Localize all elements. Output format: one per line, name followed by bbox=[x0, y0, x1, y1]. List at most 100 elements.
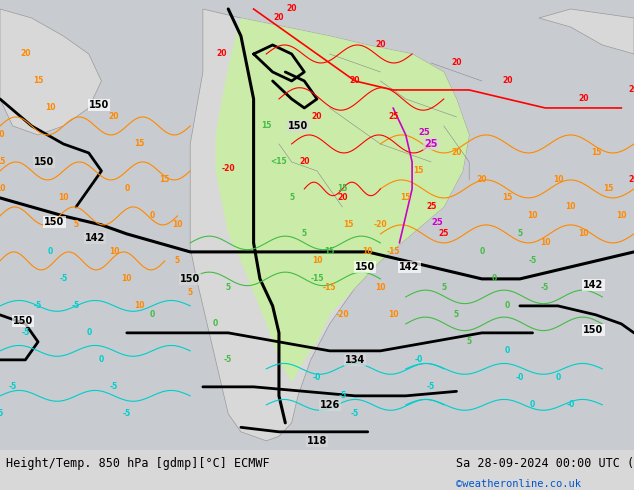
Text: -5: -5 bbox=[0, 409, 4, 418]
Text: 10: 10 bbox=[109, 247, 119, 256]
Text: 20: 20 bbox=[274, 14, 284, 23]
Text: 15: 15 bbox=[604, 184, 614, 194]
Text: -0: -0 bbox=[515, 373, 524, 382]
Text: 0: 0 bbox=[492, 274, 497, 283]
Text: 142: 142 bbox=[399, 262, 420, 272]
Text: 150: 150 bbox=[13, 316, 33, 326]
Text: -15: -15 bbox=[386, 247, 400, 256]
Polygon shape bbox=[539, 9, 634, 54]
Text: 15: 15 bbox=[337, 184, 347, 194]
Text: 10: 10 bbox=[58, 194, 68, 202]
Polygon shape bbox=[190, 9, 469, 441]
Text: 134: 134 bbox=[345, 355, 365, 365]
Text: 0: 0 bbox=[555, 373, 560, 382]
Text: Height/Temp. 850 hPa [gdmp][°C] ECMWF: Height/Temp. 850 hPa [gdmp][°C] ECMWF bbox=[6, 457, 270, 470]
Text: 20: 20 bbox=[217, 49, 227, 58]
Text: 10: 10 bbox=[172, 220, 183, 229]
Text: 15: 15 bbox=[134, 140, 145, 148]
Text: 5: 5 bbox=[226, 283, 231, 293]
Text: 10: 10 bbox=[375, 283, 385, 293]
Text: 20: 20 bbox=[350, 76, 360, 85]
Text: 10: 10 bbox=[566, 202, 576, 211]
Text: 126: 126 bbox=[320, 400, 340, 410]
Text: 10: 10 bbox=[46, 103, 56, 113]
Text: 150: 150 bbox=[355, 262, 375, 272]
Text: 20: 20 bbox=[20, 49, 30, 58]
Text: -0: -0 bbox=[414, 355, 423, 365]
Text: 15: 15 bbox=[261, 122, 271, 130]
Text: 0: 0 bbox=[213, 319, 218, 328]
Text: -5: -5 bbox=[338, 392, 347, 400]
Text: 15: 15 bbox=[413, 167, 424, 175]
Text: 15: 15 bbox=[344, 220, 354, 229]
Text: 10: 10 bbox=[388, 310, 398, 319]
Text: 10: 10 bbox=[527, 211, 538, 220]
Text: 150: 150 bbox=[583, 325, 604, 335]
Text: 10: 10 bbox=[578, 229, 588, 239]
Text: 0: 0 bbox=[505, 301, 510, 310]
Text: 150: 150 bbox=[89, 100, 109, 110]
Text: 0: 0 bbox=[124, 184, 129, 194]
Text: 5: 5 bbox=[441, 283, 446, 293]
Text: ©weatheronline.co.uk: ©weatheronline.co.uk bbox=[456, 479, 581, 489]
Text: 5: 5 bbox=[188, 288, 193, 297]
Text: 10: 10 bbox=[363, 247, 373, 256]
Text: 20: 20 bbox=[629, 85, 634, 95]
Text: 25: 25 bbox=[439, 229, 449, 239]
Text: -20: -20 bbox=[373, 220, 387, 229]
Text: 150: 150 bbox=[288, 121, 308, 131]
Text: 10: 10 bbox=[122, 274, 132, 283]
Text: 142: 142 bbox=[85, 233, 105, 244]
Text: 20: 20 bbox=[299, 157, 309, 167]
Text: 5: 5 bbox=[517, 229, 522, 239]
Text: 15: 15 bbox=[160, 175, 170, 184]
Text: 15: 15 bbox=[591, 148, 601, 157]
Text: -0: -0 bbox=[566, 400, 575, 409]
Text: 5: 5 bbox=[175, 256, 180, 266]
Text: 10: 10 bbox=[0, 184, 5, 194]
Text: 25: 25 bbox=[426, 202, 436, 211]
Text: 20: 20 bbox=[451, 58, 462, 68]
Text: -20: -20 bbox=[222, 164, 235, 173]
Text: 20: 20 bbox=[502, 76, 512, 85]
Text: -5: -5 bbox=[528, 256, 537, 266]
Text: -5: -5 bbox=[34, 301, 42, 310]
Text: 5: 5 bbox=[289, 194, 294, 202]
Text: 150: 150 bbox=[180, 274, 200, 284]
Text: 0: 0 bbox=[99, 355, 104, 365]
Text: 150: 150 bbox=[34, 157, 55, 167]
Text: -20: -20 bbox=[335, 310, 349, 319]
Text: -5: -5 bbox=[59, 274, 68, 283]
Polygon shape bbox=[0, 9, 101, 135]
Text: 10: 10 bbox=[540, 239, 550, 247]
Text: 0: 0 bbox=[150, 310, 155, 319]
Text: 20: 20 bbox=[337, 194, 347, 202]
Text: 20: 20 bbox=[477, 175, 487, 184]
Text: 5: 5 bbox=[454, 310, 459, 319]
Polygon shape bbox=[216, 18, 469, 382]
Text: 0: 0 bbox=[48, 247, 53, 256]
Text: 25: 25 bbox=[431, 218, 443, 227]
Text: 10: 10 bbox=[553, 175, 563, 184]
Text: 150: 150 bbox=[44, 217, 65, 227]
Text: 0: 0 bbox=[86, 328, 91, 338]
Text: 10: 10 bbox=[312, 256, 322, 266]
Text: 20: 20 bbox=[0, 130, 5, 140]
Text: -5: -5 bbox=[351, 409, 359, 418]
Text: 142: 142 bbox=[583, 280, 604, 290]
Text: 25: 25 bbox=[424, 139, 438, 149]
Text: 20: 20 bbox=[578, 95, 588, 103]
Text: -5: -5 bbox=[8, 382, 17, 392]
Text: 15: 15 bbox=[33, 76, 43, 85]
Text: -5: -5 bbox=[110, 382, 119, 392]
Text: 15: 15 bbox=[401, 194, 411, 202]
Text: <15: <15 bbox=[271, 157, 287, 167]
Text: 20: 20 bbox=[629, 175, 634, 184]
Text: 25: 25 bbox=[418, 128, 430, 137]
Text: 20: 20 bbox=[451, 148, 462, 157]
Text: 15: 15 bbox=[0, 157, 5, 167]
Text: 0: 0 bbox=[530, 400, 535, 409]
Text: 20: 20 bbox=[375, 41, 385, 49]
Text: 15: 15 bbox=[502, 194, 512, 202]
Text: 15: 15 bbox=[325, 247, 335, 256]
